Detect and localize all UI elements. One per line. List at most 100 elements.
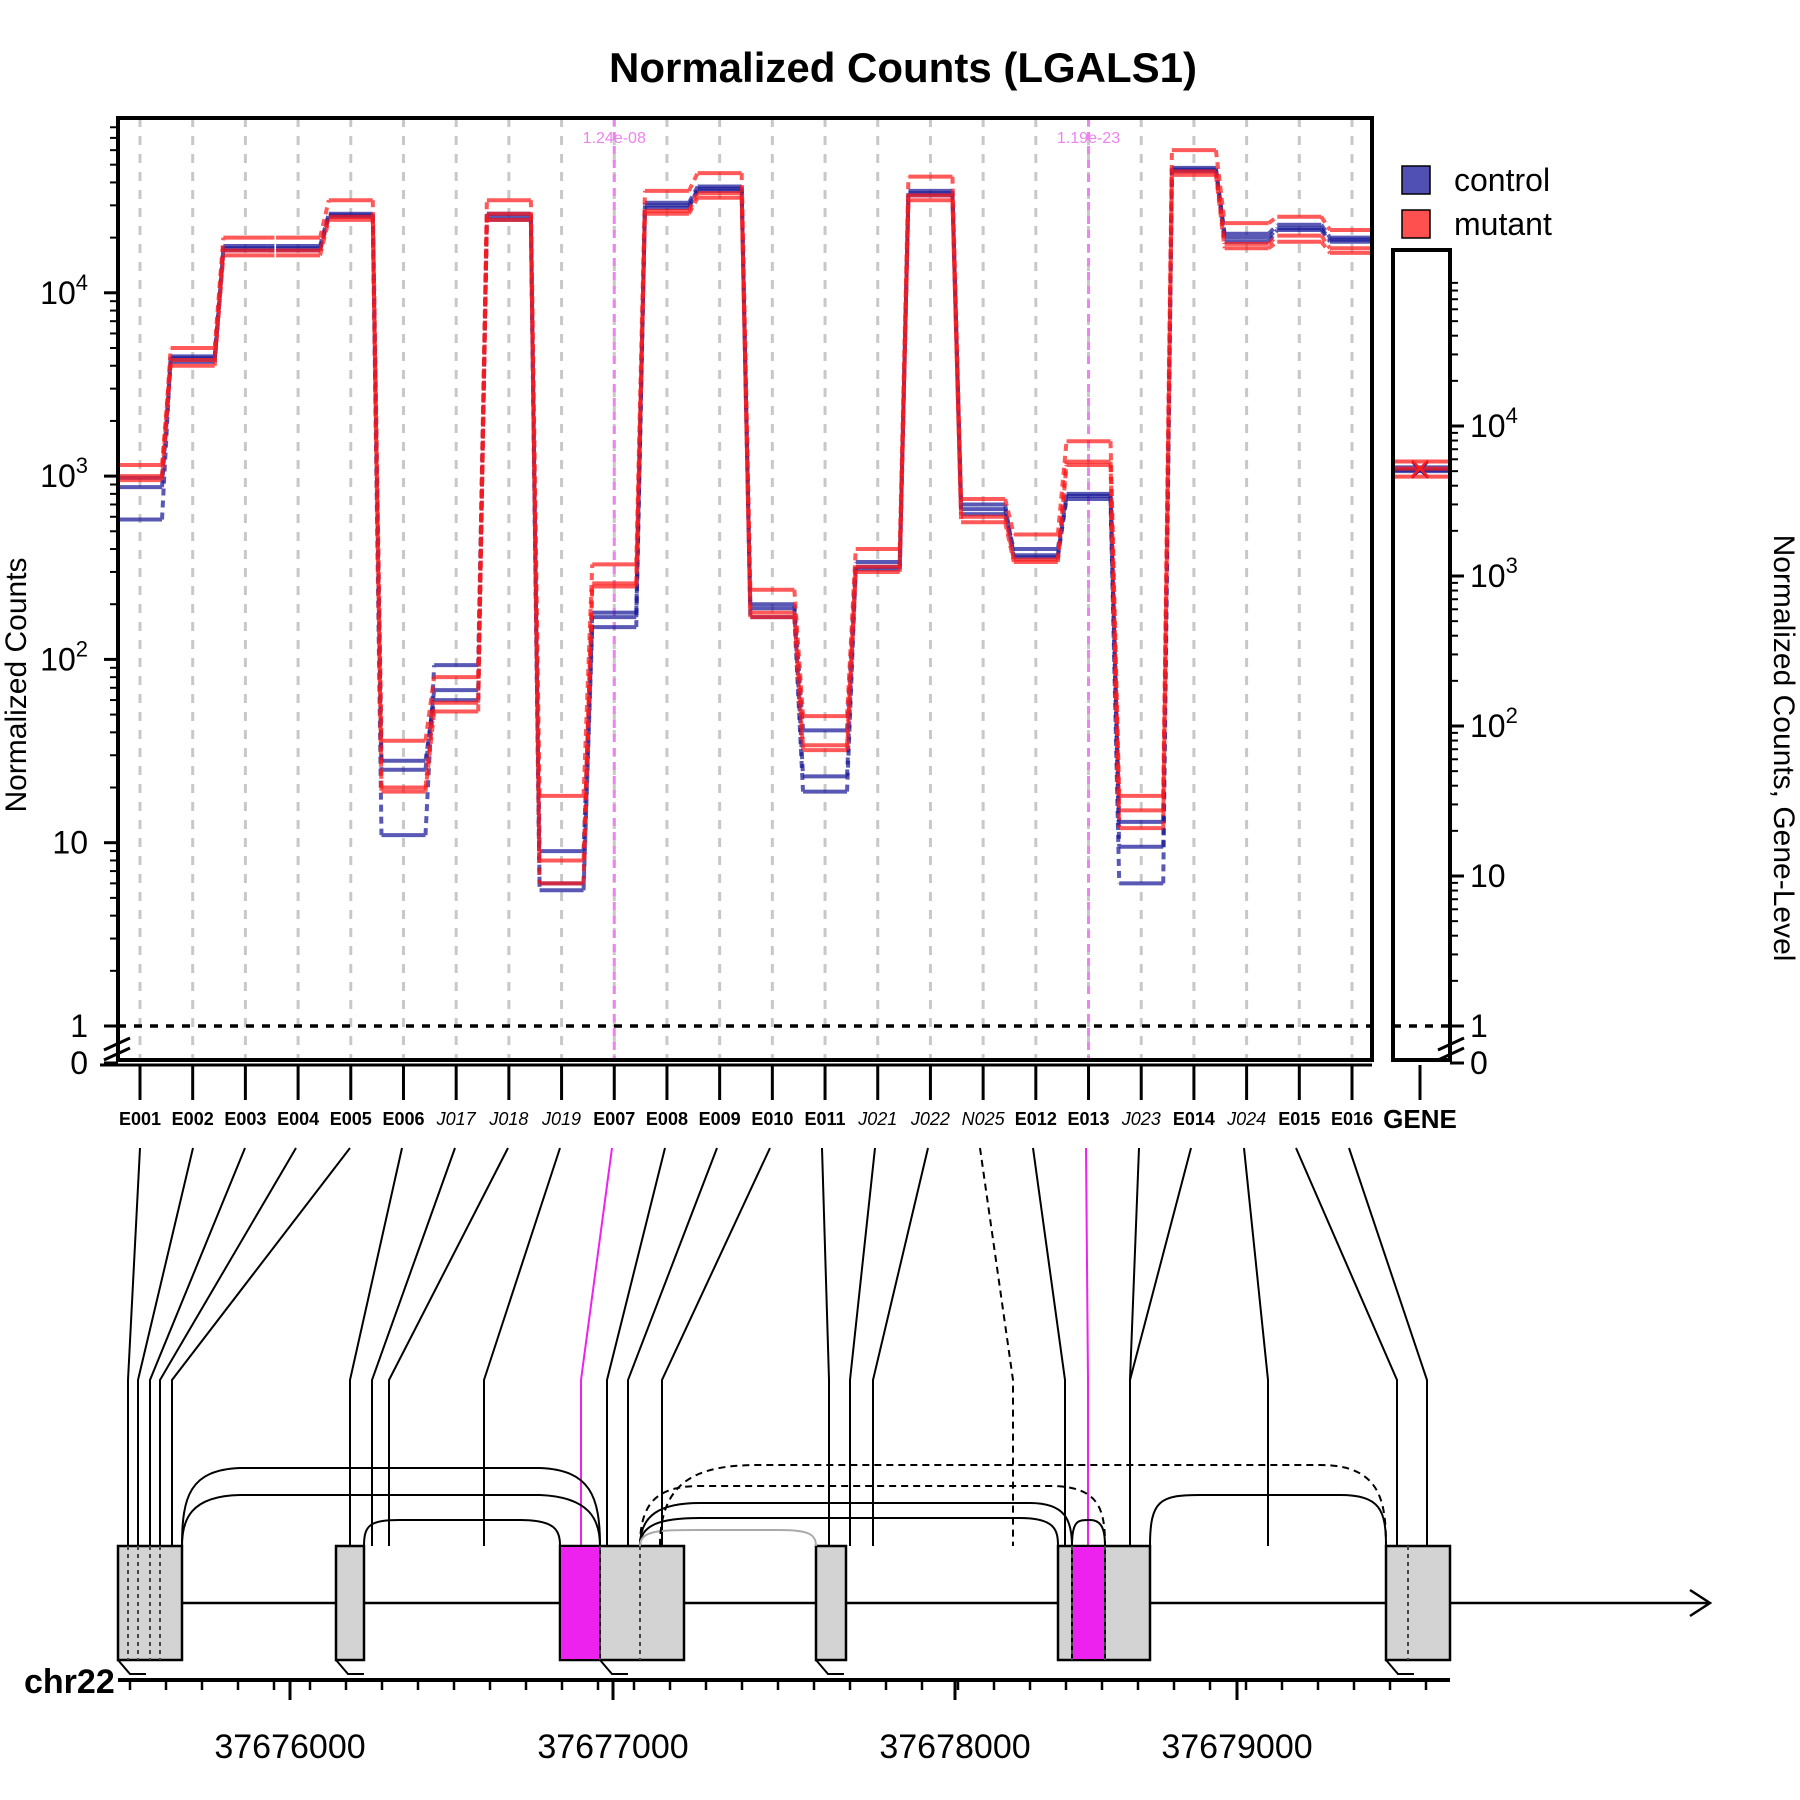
- data-link-mutant: [1267, 240, 1279, 250]
- connector-J018: [388, 1147, 509, 1546]
- data-link-control: [1267, 226, 1279, 239]
- feature-label-E004: E004: [277, 1109, 319, 1129]
- feature-label-E009: E009: [699, 1109, 741, 1129]
- exon-bracket: [335, 1659, 364, 1675]
- y-tick-label: 103: [40, 453, 88, 494]
- y-tick-label: 102: [40, 636, 88, 677]
- feature-labels: E001 E002 E003 E004 E005 E006 J017 J018 J019 E007…: [119, 1104, 1457, 1134]
- right-tick-label: 1: [1470, 1008, 1488, 1044]
- connector-J017: [371, 1147, 456, 1546]
- y-tick-label: 1: [70, 1008, 88, 1044]
- connector-E011: [821, 1147, 830, 1546]
- coord-tick-label: 37678000: [879, 1728, 1030, 1766]
- data-link-mutant: [212, 237, 226, 349]
- junction-arc-10: [659, 1464, 1387, 1547]
- data-link-mutant: [318, 199, 331, 239]
- axes-layer: 01 10 102 103 104: [40, 116, 1465, 1100]
- data-link-mutant: [528, 200, 542, 796]
- data-link-mutant: [160, 365, 173, 477]
- data-link-mutant: [792, 617, 806, 746]
- junction-arc-9: [1149, 1494, 1387, 1547]
- feature-label-E002: E002: [172, 1109, 214, 1129]
- feature-label-E013: E013: [1067, 1109, 1109, 1129]
- coord-tick-label: 37677000: [537, 1728, 688, 1766]
- data-link-mutant: [1267, 234, 1279, 246]
- right-tick-label: 10: [1470, 858, 1506, 894]
- connector-N025: [979, 1147, 1014, 1546]
- axis-break-left: [103, 1036, 131, 1062]
- data-link-mutant: [423, 702, 437, 788]
- pvalue-label-E007: 1.24e-08: [583, 130, 646, 147]
- junction-arc-5: [639, 1502, 1073, 1547]
- junction-arc-8: [1071, 1518, 1106, 1547]
- exon-bracket: [117, 1659, 146, 1675]
- gene-level-mean-mutant: [1411, 459, 1429, 478]
- connector-E009: [627, 1147, 718, 1546]
- feature-label-E006: E006: [382, 1109, 424, 1129]
- data-link-mutant: [160, 347, 173, 481]
- feature-label-gene: GENE: [1383, 1104, 1457, 1134]
- feature-label-J023: J023: [1121, 1109, 1161, 1129]
- feature-label-J018: J018: [488, 1109, 528, 1129]
- data-link-mutant: [1055, 441, 1069, 535]
- legend-swatch-control: [1401, 165, 1431, 195]
- series-control-1: [118, 167, 1374, 886]
- grid-layer: 1.24e-08 1.19e-23: [118, 118, 1372, 1060]
- data-link-mutant: [370, 200, 384, 741]
- connector-E004: [159, 1147, 297, 1546]
- feature-label-E008: E008: [646, 1109, 688, 1129]
- data-link-mutant: [1267, 215, 1279, 225]
- connector-E013: [1085, 1147, 1089, 1546]
- feature-connectors: [127, 1147, 1428, 1546]
- feature-label-E005: E005: [330, 1109, 372, 1129]
- gene-model: [116, 1464, 1713, 1675]
- y-axis-label: Normalized Counts: [0, 557, 33, 812]
- highlight-exon-E013: [1071, 1545, 1106, 1661]
- legend-label-control: control: [1454, 162, 1550, 198]
- connector-E014: [1129, 1147, 1192, 1546]
- exon-box-6: [1384, 1544, 1452, 1662]
- junction-arc-2: [181, 1494, 601, 1547]
- y-tick-label: 10: [52, 825, 88, 861]
- connector-E005: [171, 1147, 351, 1546]
- right-tick-label: 103: [1470, 553, 1518, 594]
- gene-level-panel: 01 10 102 103 104: [1391, 248, 1518, 1081]
- y-tick-label: 0: [70, 1045, 88, 1081]
- connector-E003: [149, 1147, 246, 1546]
- connector-E010: [661, 1147, 771, 1546]
- legend-label-mutant: mutant: [1454, 206, 1552, 242]
- data-link-mutant: [1319, 240, 1332, 255]
- exon-bracket: [815, 1659, 844, 1675]
- right-tick-label: 104: [1470, 403, 1518, 444]
- chart-title: Normalized Counts (LGALS1): [609, 44, 1197, 91]
- series-mutant-5: [118, 148, 1374, 798]
- series-control-0: [118, 169, 1374, 893]
- data-link-mutant: [1319, 234, 1332, 250]
- legend: control mutant: [1401, 162, 1552, 242]
- data-link-mutant: [845, 548, 858, 717]
- connector-E015: [1295, 1147, 1398, 1546]
- data-link-control: [1319, 223, 1332, 239]
- data-link-mutant: [1213, 149, 1227, 224]
- data-link-control: [687, 185, 700, 204]
- connector-E006: [349, 1147, 403, 1546]
- exon-bracket: [599, 1659, 628, 1675]
- connector-E012: [1032, 1147, 1066, 1546]
- data-link-mutant: [1003, 516, 1016, 561]
- data-link-mutant: [634, 190, 647, 565]
- data-link-mutant: [1213, 171, 1227, 245]
- strand-arrow: [1689, 1588, 1713, 1618]
- data-link-mutant: [1319, 215, 1332, 232]
- data-link-mutant: [318, 216, 331, 252]
- junction-arc-7: [639, 1529, 817, 1547]
- y-tick-label: 104: [40, 270, 88, 311]
- legend-swatch-mutant: [1401, 209, 1431, 239]
- connector-E016: [1348, 1147, 1428, 1546]
- y-axis-right-label: Normalized Counts, Gene-Level: [1767, 535, 1800, 962]
- data-link-mutant: [476, 200, 489, 678]
- exon-bracket: [1385, 1659, 1414, 1675]
- highlight-exon-E007: [559, 1545, 601, 1661]
- data-link-mutant: [687, 172, 700, 192]
- coord-tick-label: 37676000: [214, 1728, 365, 1766]
